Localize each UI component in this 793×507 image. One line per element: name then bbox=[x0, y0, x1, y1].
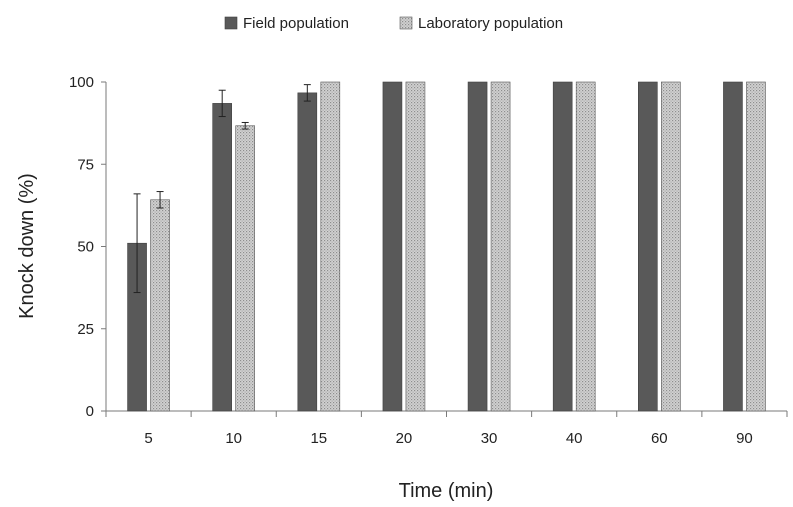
x-axis-ticks: 5 10 15 20 30 40 60 90 bbox=[105, 411, 788, 447]
y-tick-label: 50 bbox=[77, 239, 94, 256]
x-tick-label: 20 bbox=[396, 430, 413, 447]
bar-laboratory-15 bbox=[320, 81, 341, 412]
bar-laboratory-5 bbox=[150, 199, 170, 412]
y-tick-label: 25 bbox=[77, 321, 94, 338]
x-tick-label: 15 bbox=[310, 430, 327, 447]
y-axis-ticks: 0 25 50 75 100 bbox=[69, 74, 106, 420]
y-tick-label: 0 bbox=[86, 403, 94, 420]
legend-label-laboratory: Laboratory population bbox=[418, 15, 563, 32]
y-axis-title: Knock down (%) bbox=[16, 173, 38, 319]
y-tick-label: 100 bbox=[69, 74, 94, 91]
legend-item-field: Field population bbox=[224, 15, 349, 32]
bar-field-15 bbox=[297, 92, 318, 412]
bars bbox=[127, 81, 766, 412]
x-tick-label: 60 bbox=[651, 430, 668, 447]
bar-laboratory-40 bbox=[575, 81, 596, 412]
x-tick-label: 30 bbox=[481, 430, 498, 447]
y-tick-label: 75 bbox=[77, 156, 94, 173]
bar-laboratory-20 bbox=[405, 81, 426, 412]
bar-laboratory-60 bbox=[661, 81, 681, 412]
bar-field-40 bbox=[552, 81, 573, 412]
bar-laboratory-30 bbox=[490, 81, 511, 412]
bar-field-20 bbox=[382, 81, 403, 412]
x-axis-title: Time (min) bbox=[399, 480, 494, 502]
legend: Field population Laboratory population bbox=[224, 15, 563, 32]
x-tick-label: 90 bbox=[736, 430, 753, 447]
bar-field-60 bbox=[638, 81, 658, 412]
bar-field-10 bbox=[212, 103, 232, 412]
legend-swatch-field bbox=[224, 16, 238, 30]
legend-item-laboratory: Laboratory population bbox=[399, 15, 563, 32]
bar-laboratory-90 bbox=[746, 81, 766, 412]
x-tick-label: 10 bbox=[225, 430, 242, 447]
x-tick-label: 40 bbox=[566, 430, 583, 447]
bar-field-30 bbox=[467, 81, 488, 412]
bar-field-90 bbox=[723, 81, 743, 412]
legend-label-field: Field population bbox=[243, 15, 349, 32]
error-bars bbox=[133, 84, 311, 294]
bar-laboratory-10 bbox=[235, 125, 255, 412]
x-tick-label: 5 bbox=[144, 430, 152, 447]
legend-swatch-laboratory bbox=[399, 16, 413, 30]
